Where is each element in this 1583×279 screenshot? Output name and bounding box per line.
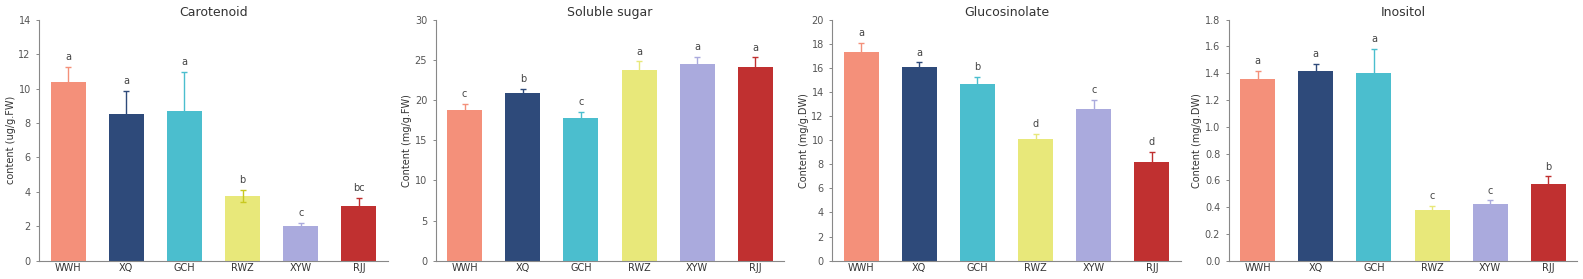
Y-axis label: Content (mg/g.DW): Content (mg/g.DW): [1192, 93, 1201, 188]
Text: b: b: [239, 175, 245, 185]
Bar: [738, 67, 773, 261]
Text: a: a: [1255, 56, 1260, 66]
Text: c: c: [1488, 186, 1493, 196]
Text: c: c: [1429, 191, 1434, 201]
Text: c: c: [1091, 85, 1097, 95]
Title: Soluble sugar: Soluble sugar: [567, 6, 652, 19]
Bar: [1018, 139, 1053, 261]
Text: a: a: [917, 48, 923, 58]
Text: c: c: [298, 208, 304, 218]
Bar: [902, 67, 937, 261]
Text: a: a: [636, 47, 643, 57]
Title: Glucosinolate: Glucosinolate: [964, 6, 1050, 19]
Text: c: c: [578, 97, 584, 107]
Bar: [1076, 109, 1111, 261]
Bar: [679, 64, 714, 261]
Bar: [109, 114, 144, 261]
Y-axis label: Content (mg/g.DW): Content (mg/g.DW): [798, 93, 809, 188]
Bar: [1472, 205, 1507, 261]
Text: a: a: [1312, 49, 1319, 59]
Bar: [283, 226, 318, 261]
Bar: [959, 84, 994, 261]
Text: b: b: [519, 74, 526, 84]
Text: a: a: [65, 52, 71, 62]
Bar: [1415, 210, 1450, 261]
Y-axis label: content (ug/g.FW): content (ug/g.FW): [6, 96, 16, 184]
Text: a: a: [752, 43, 758, 53]
Bar: [622, 70, 657, 261]
Text: a: a: [123, 76, 130, 86]
Bar: [564, 118, 598, 261]
Bar: [51, 82, 85, 261]
Bar: [1298, 71, 1333, 261]
Text: a: a: [1371, 34, 1377, 44]
Bar: [225, 196, 260, 261]
Text: b: b: [1545, 162, 1551, 172]
Title: Carotenoid: Carotenoid: [179, 6, 249, 19]
Text: a: a: [858, 28, 864, 39]
Bar: [1357, 73, 1391, 261]
Text: a: a: [695, 42, 700, 52]
Text: c: c: [462, 89, 467, 99]
Bar: [446, 110, 483, 261]
Bar: [1135, 162, 1170, 261]
Text: a: a: [182, 57, 187, 68]
Y-axis label: Content (mg/g.FW): Content (mg/g.FW): [402, 94, 412, 187]
Text: d: d: [1149, 137, 1156, 147]
Bar: [342, 206, 377, 261]
Bar: [844, 52, 879, 261]
Bar: [1531, 184, 1566, 261]
Title: Inositol: Inositol: [1380, 6, 1426, 19]
Bar: [166, 111, 203, 261]
Text: bc: bc: [353, 183, 364, 193]
Text: d: d: [1032, 119, 1038, 129]
Text: b: b: [974, 62, 980, 72]
Bar: [505, 93, 540, 261]
Bar: [1239, 79, 1274, 261]
